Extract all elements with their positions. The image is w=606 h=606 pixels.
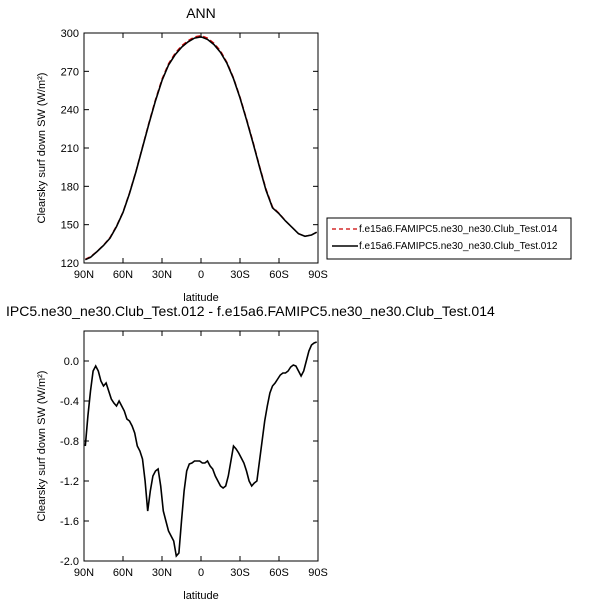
bottom-series-group bbox=[84, 341, 317, 558]
top-chart-title: ANN bbox=[186, 5, 216, 21]
bottom-x-axis-label: latitude bbox=[183, 590, 218, 602]
bottom-y-axis-label: Clearsky surf down SW (W/m²) bbox=[36, 371, 48, 522]
panel1-series-line-0 bbox=[84, 341, 317, 558]
top-panel: ANN 90N 60N 30N 0 30S 60S 90S 120 150 180 210 240 2… bbox=[36, 5, 328, 304]
top-y-axis: 120 150 180 210 240 270 300 bbox=[61, 28, 318, 270]
panel0-y-tick-label: 150 bbox=[61, 220, 79, 232]
panel1-y-tick-label: -1.2 bbox=[60, 476, 79, 488]
legend-label-test014: f.e15a6.FAMIPC5.ne30_ne30.Club_Test.014 bbox=[359, 224, 558, 235]
panel0-y-tick-label: 300 bbox=[61, 28, 79, 40]
top-series-group bbox=[84, 34, 318, 261]
panel1-x-tick-label: 90S bbox=[308, 567, 328, 579]
bottom-y-axis: -2.0 -1.6 -1.2 -0.8 -0.4 0.0 bbox=[60, 356, 318, 568]
top-x-axis-label: latitude bbox=[183, 292, 218, 304]
bottom-plot-frame bbox=[83, 330, 319, 562]
bottom-chart-title: IPC5.ne30_ne30.Club_Test.012 - f.e15a6.F… bbox=[6, 303, 495, 319]
panel1-x-tick-label: 30S bbox=[230, 567, 250, 579]
panel0-y-tick-label: 240 bbox=[61, 105, 79, 117]
panel1-y-tick-label: 0.0 bbox=[64, 356, 79, 368]
panel0-x-tick-label: 60S bbox=[269, 269, 289, 281]
panel0-y-tick-label: 180 bbox=[61, 181, 79, 193]
panel1-x-tick-label: 30N bbox=[152, 567, 172, 579]
legend-box bbox=[326, 217, 572, 260]
panel0-x-tick-label: 30N bbox=[152, 269, 172, 281]
bottom-x-axis: 90N 60N 30N 0 30S 60S 90S bbox=[74, 331, 328, 579]
panel1-x-tick-label: 0 bbox=[198, 567, 204, 579]
panel1-y-tick-label: -2.0 bbox=[60, 556, 79, 568]
panel0-x-tick-label: 30S bbox=[230, 269, 250, 281]
panel0-series-line-1 bbox=[84, 35, 318, 261]
panel0-y-tick-label: 120 bbox=[61, 258, 79, 270]
legend: f.e15a6.FAMIPC5.ne30_ne30.Club_Test.014 … bbox=[326, 217, 572, 260]
panel1-y-tick-label: -0.8 bbox=[60, 436, 79, 448]
panel0-y-tick-label: 270 bbox=[61, 66, 79, 78]
panel0-x-tick-label: 90N bbox=[74, 269, 94, 281]
panel1-x-tick-label: 60S bbox=[269, 567, 289, 579]
top-x-axis: 90N 60N 30N 0 30S 60S 90S bbox=[74, 33, 328, 281]
panel0-series-line-0 bbox=[85, 34, 317, 260]
bottom-panel: IPC5.ne30_ne30.Club_Test.012 - f.e15a6.F… bbox=[6, 303, 495, 602]
top-plot-frame bbox=[83, 32, 319, 264]
panel0-x-tick-label: 60N bbox=[113, 269, 133, 281]
legend-label-test012: f.e15a6.FAMIPC5.ne30_ne30.Club_Test.012 bbox=[359, 241, 558, 252]
panel0-x-tick-label: 90S bbox=[308, 269, 328, 281]
panel1-y-tick-label: -1.6 bbox=[60, 516, 79, 528]
panel0-y-tick-label: 210 bbox=[61, 143, 79, 155]
panel1-x-tick-label: 60N bbox=[113, 567, 133, 579]
panel0-x-tick-label: 0 bbox=[198, 269, 204, 281]
panel1-y-tick-label: -0.4 bbox=[60, 396, 79, 408]
top-y-axis-label: Clearsky surf down SW (W/m²) bbox=[36, 73, 48, 224]
panel1-x-tick-label: 90N bbox=[74, 567, 94, 579]
